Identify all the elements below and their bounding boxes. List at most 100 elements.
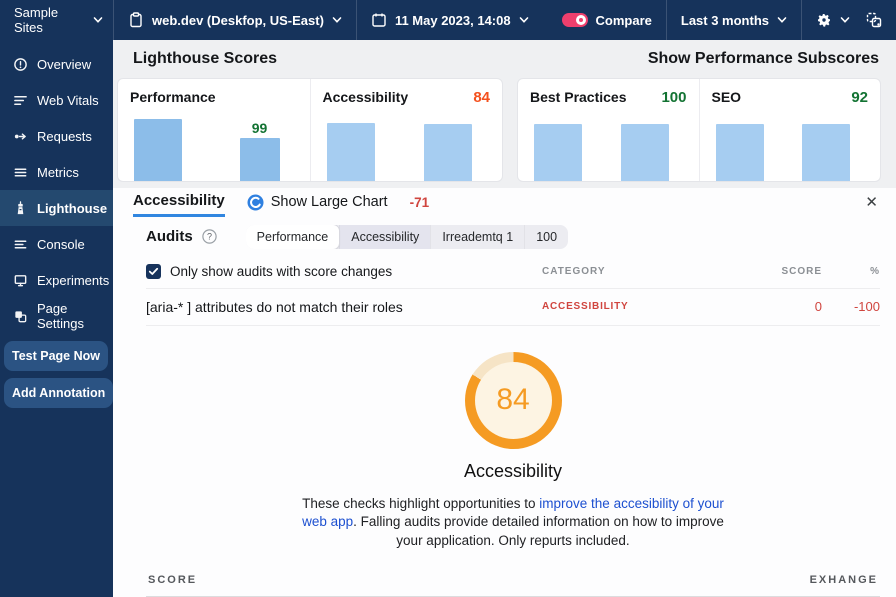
bar	[620, 124, 669, 181]
test-page-now-button[interactable]: Test Page Now	[4, 341, 108, 371]
close-icon[interactable]: ✕	[865, 193, 878, 211]
score-card-best-practices[interactable]: Best Practices 100	[518, 79, 699, 181]
chevron-down-icon[interactable]	[840, 15, 850, 25]
list-icon	[14, 239, 27, 249]
sidebar-item-requests[interactable]: Requests	[0, 118, 113, 154]
sidebar-item-page-settings[interactable]: Page Settings	[0, 298, 113, 334]
sidebar-item-label: Lighthouse	[37, 200, 108, 216]
chevron-down-icon	[332, 17, 342, 23]
score-card-value: 100	[661, 89, 687, 106]
topbar-actions	[801, 0, 896, 40]
sidebar-item-label: Web Vitals	[37, 92, 99, 108]
audit-row[interactable]: [aria-* ] attributes do not match their …	[146, 287, 880, 326]
date-selector[interactable]: 11 May 2023, 14:08	[355, 0, 543, 40]
sidebar-item-lighthouse[interactable]: Lighthouse	[0, 190, 113, 226]
compare-toggle[interactable]	[561, 13, 588, 27]
clipboard-icon	[130, 12, 142, 28]
score-gauge: 84	[464, 351, 562, 449]
chevron-down-icon	[93, 17, 103, 23]
audits-table-header: Only show audits with score changes CATE…	[146, 257, 880, 288]
column-score: SCORE	[781, 265, 822, 277]
svg-text:?: ?	[207, 232, 212, 242]
score-changes-checkbox[interactable]	[146, 263, 161, 279]
gear-icon[interactable]	[816, 12, 832, 28]
bar	[239, 138, 280, 181]
mini-bar-chart	[323, 106, 491, 181]
panel-tabbar: Accessibility Show Large Chart -71 ✕	[113, 188, 896, 217]
score-delta-badge: -71	[409, 194, 430, 210]
range-selector[interactable]: Last 3 months	[665, 0, 801, 40]
filter-irreademtq[interactable]: Irreademtq 1	[430, 224, 524, 249]
site-selector[interactable]: Sample Sites	[0, 0, 113, 40]
lighthouse-icon	[17, 200, 24, 214]
audits-section: Audits ? Performance Accessibility Irrea…	[113, 217, 896, 597]
category-title: Accessibility	[463, 460, 563, 481]
score-card-performance[interactable]: Performance 99	[118, 79, 310, 181]
column-category: CATEGORY	[542, 265, 606, 277]
range-selector-label: Last 3 months	[680, 12, 769, 28]
add-annotation-button[interactable]: Add Annotation	[4, 378, 114, 408]
bar	[715, 124, 764, 181]
sidebar-item-metrics[interactable]: Metrics	[0, 154, 113, 190]
mini-bar-chart	[712, 106, 869, 181]
bar	[326, 123, 375, 181]
mini-bar-chart	[530, 106, 687, 181]
question-circle-icon[interactable]: ?	[201, 229, 217, 244]
arrow-right-icon	[14, 132, 26, 140]
lighthouse-score-cards: Performance 99 Accessibility 84	[113, 78, 896, 188]
screens-icon[interactable]	[866, 12, 882, 28]
footer-column-score: SCORE	[148, 574, 198, 586]
score-card-value: 92	[851, 89, 868, 106]
sidebar-item-label: Overview	[37, 56, 92, 72]
filter-accessibility[interactable]: Accessibility	[339, 224, 431, 249]
sidebar-item-label: Metrics	[37, 164, 79, 180]
checkbox-label: Only show audits with score changes	[170, 263, 393, 279]
pages-icon	[15, 310, 27, 322]
score-card-group: Best Practices 100 SEO 92	[517, 78, 881, 182]
column-pct: %	[870, 265, 880, 277]
page-selector[interactable]: web.dev (Deskfop, US-East)	[113, 0, 356, 40]
compare-label: Compare	[595, 12, 652, 28]
compare-control: Compare	[548, 0, 666, 40]
show-performance-subscores-link[interactable]: Show Performance Subscores	[647, 50, 879, 67]
gauge-value: 84	[496, 383, 530, 416]
filter-100[interactable]: 100	[524, 224, 568, 249]
category-description: These checks highlight opportunities to …	[302, 495, 724, 548]
accessibility-docs-link[interactable]: improve the accesibility of your web app	[302, 495, 724, 530]
filter-performance[interactable]: Performance	[245, 224, 341, 249]
show-large-chart-link[interactable]: Show Large Chart	[247, 194, 388, 211]
sidebar-item-overview[interactable]: Overview	[0, 46, 113, 82]
page-title: Lighthouse Scores	[133, 50, 278, 67]
page-selector-label: web.dev (Deskfop, US-East)	[152, 12, 324, 28]
score-card-value: 84	[473, 89, 490, 106]
sidebar-item-label: Experiments	[37, 272, 110, 288]
chevron-down-icon	[777, 17, 787, 23]
tab-accessibility[interactable]: Accessibility	[133, 188, 225, 217]
sidebar-item-label: Page Settings	[37, 301, 84, 331]
date-selector-label: 11 May 2023, 14:08	[394, 12, 511, 28]
score-card-accessibility[interactable]: Accessibility 84	[309, 79, 503, 181]
site-selector-label: Sample Sites	[14, 5, 59, 35]
calendar-icon	[372, 13, 386, 27]
list-icon	[14, 167, 27, 177]
sidebar-item-experiments[interactable]: Experiments	[0, 262, 113, 298]
sidebar-item-web-vitals[interactable]: Web Vitals	[0, 82, 113, 118]
bar	[802, 124, 850, 181]
signal-lines-icon	[14, 95, 27, 105]
chevron-down-icon	[519, 17, 528, 23]
topbar: Sample Sites web.dev (Deskfop, US-East) …	[0, 0, 896, 40]
detail-panel: Accessibility Show Large Chart -71 ✕ Aud…	[113, 188, 896, 597]
donut-chart-icon	[247, 194, 264, 211]
sidebar: Overview Web Vitals Requests Metrics Lig…	[0, 40, 114, 597]
score-card-title: SEO	[711, 89, 742, 105]
gauge-icon	[14, 57, 27, 71]
audit-pct: -100	[853, 299, 880, 314]
score-card-seo[interactable]: SEO 92	[698, 79, 881, 181]
score-card-title: Performance	[130, 89, 216, 105]
mini-bar-chart: 99	[130, 105, 298, 181]
audit-category: ACCESSIBILITY	[542, 301, 629, 312]
footer-column-exhange: EXHANGE	[809, 574, 878, 586]
score-card-title: Best Practices	[530, 89, 627, 105]
sidebar-item-console[interactable]: Console	[0, 226, 113, 262]
page-header: Lighthouse Scores Show Performance Subsc…	[113, 40, 896, 78]
